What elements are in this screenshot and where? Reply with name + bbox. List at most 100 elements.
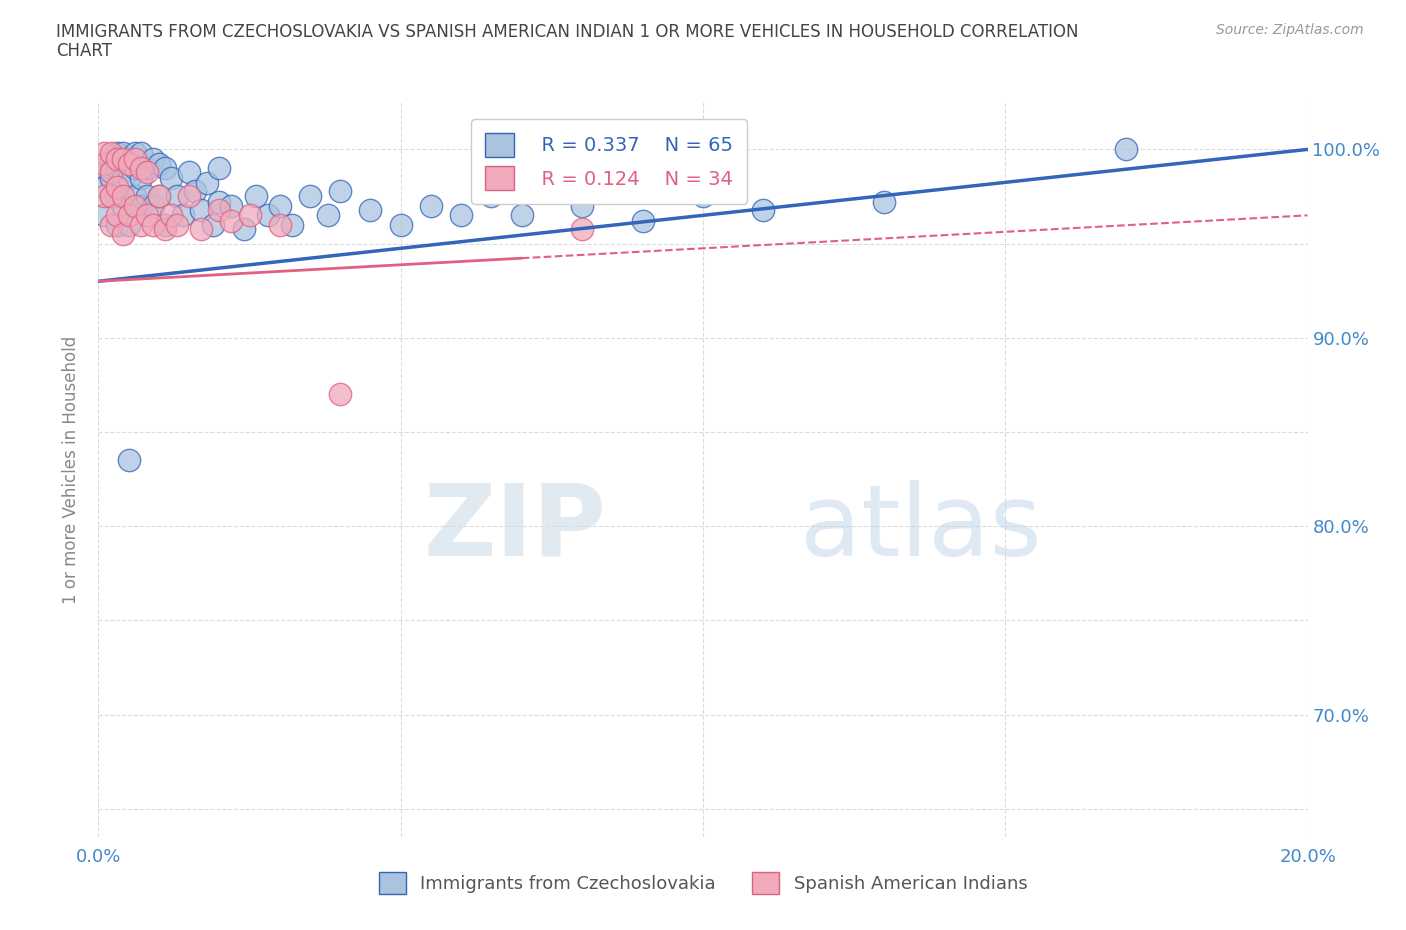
Point [129, 198, 152, 213]
Legend: Immigrants from Czechoslovakia, Spanish American Indians: Immigrants from Czechoslovakia, Spanish … [371, 865, 1035, 901]
Point [481, 189, 503, 204]
Point [148, 189, 170, 204]
Point [100, 152, 122, 166]
Point [111, 152, 134, 166]
Point [752, 202, 775, 217]
Point [153, 218, 176, 232]
Point [329, 387, 352, 402]
Point [221, 198, 243, 213]
Text: CHART: CHART [56, 42, 112, 60]
Point [142, 152, 165, 166]
Point [269, 218, 291, 232]
Point [153, 221, 176, 236]
Point [389, 218, 412, 232]
Point [105, 152, 128, 166]
Point [571, 221, 593, 236]
Point [281, 218, 304, 232]
Point [232, 221, 254, 236]
Point [129, 170, 152, 185]
Point [239, 208, 262, 223]
Point [118, 453, 141, 468]
Point [105, 161, 128, 176]
Point [129, 218, 152, 232]
Point [105, 146, 128, 161]
Point [124, 189, 146, 204]
Point [111, 198, 134, 213]
Point [184, 183, 207, 198]
Point [360, 202, 382, 217]
Point [118, 152, 141, 166]
Point [111, 146, 134, 161]
Point [195, 176, 218, 191]
Point [105, 152, 128, 166]
Point [118, 218, 141, 232]
Text: Source: ZipAtlas.com: Source: ZipAtlas.com [1216, 23, 1364, 37]
Point [166, 189, 188, 204]
Point [190, 202, 212, 217]
Point [179, 189, 201, 204]
Point [111, 157, 134, 172]
Point [299, 189, 322, 204]
Point [153, 161, 176, 176]
Point [111, 170, 134, 185]
Point [111, 227, 134, 242]
Point [135, 189, 157, 204]
Point [450, 208, 472, 223]
Point [316, 208, 339, 223]
Point [420, 198, 443, 213]
Point [93, 179, 115, 194]
Point [179, 165, 201, 179]
Point [142, 198, 165, 213]
Point [93, 208, 115, 223]
Point [129, 146, 152, 161]
Point [135, 161, 157, 176]
Point [208, 194, 231, 209]
Point [172, 208, 194, 223]
Point [118, 170, 141, 185]
Point [148, 157, 170, 172]
Y-axis label: 1 or more Vehicles in Household: 1 or more Vehicles in Household [62, 336, 80, 604]
Point [129, 161, 152, 176]
Text: IMMIGRANTS FROM CZECHOSLOVAKIA VS SPANISH AMERICAN INDIAN 1 OR MORE VEHICLES IN : IMMIGRANTS FROM CZECHOSLOVAKIA VS SPANIS… [56, 23, 1078, 41]
Point [160, 170, 183, 185]
Point [105, 179, 128, 194]
Point [571, 198, 593, 213]
Point [166, 218, 188, 232]
Point [135, 165, 157, 179]
Point [245, 189, 267, 204]
Point [124, 161, 146, 176]
Point [124, 146, 146, 161]
Point [256, 208, 278, 223]
Point [118, 157, 141, 172]
Point [93, 189, 115, 204]
Point [692, 189, 714, 204]
Point [269, 198, 291, 213]
Point [100, 218, 122, 232]
Point [190, 221, 212, 236]
Point [202, 218, 225, 232]
Point [208, 202, 231, 217]
Point [100, 189, 122, 204]
Point [93, 146, 115, 161]
Point [329, 183, 352, 198]
Point [105, 208, 128, 223]
Point [111, 189, 134, 204]
Point [142, 218, 165, 232]
Point [148, 189, 170, 204]
Point [105, 218, 128, 232]
Point [105, 189, 128, 204]
Point [93, 161, 115, 176]
Point [160, 208, 183, 223]
Text: ZIP: ZIP [423, 480, 606, 577]
Point [873, 194, 896, 209]
Point [221, 214, 243, 229]
Point [100, 170, 122, 185]
Point [100, 146, 122, 161]
Point [510, 208, 533, 223]
Point [100, 161, 122, 176]
Point [118, 208, 141, 223]
Point [135, 208, 157, 223]
Text: atlas: atlas [800, 480, 1042, 577]
Point [93, 157, 115, 172]
Point [1115, 142, 1137, 157]
